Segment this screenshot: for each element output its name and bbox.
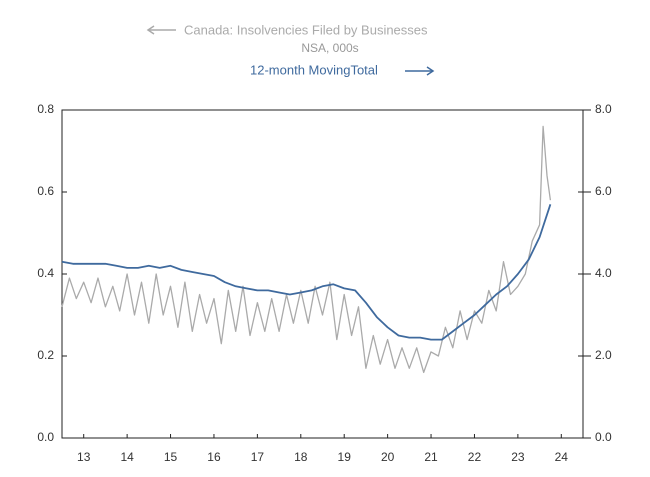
x-tick-label: 18 (294, 450, 308, 464)
x-tick-label: 16 (207, 450, 221, 464)
legend-arrow-head (146, 25, 155, 35)
y-tick-label: 0.8 (37, 102, 54, 116)
series-line (61, 125, 552, 374)
x-tick-label: 24 (555, 450, 569, 464)
chart-subtitle: NSA, 000s (301, 41, 358, 55)
plot-frame (61, 109, 584, 439)
x-tick-label: 20 (381, 450, 395, 464)
y-tick-label: 0.2 (37, 348, 54, 362)
legend-label: Canada: Insolvencies Filed by Businesses (184, 22, 428, 37)
x-tick-label: 23 (511, 450, 525, 464)
y2-tick-label: 4.0 (595, 266, 612, 280)
y2-tick-label: 0.0 (595, 430, 612, 444)
x-tick-label: 13 (77, 450, 91, 464)
y2-tick-label: 6.0 (595, 184, 612, 198)
legend-arrow-head (426, 66, 435, 76)
x-tick-label: 17 (251, 450, 265, 464)
x-tick-label: 22 (468, 450, 482, 464)
x-tick-label: 19 (338, 450, 352, 464)
x-tick-label: 15 (164, 450, 178, 464)
y-tick-label: 0.4 (37, 266, 54, 280)
y2-tick-label: 2.0 (595, 348, 612, 362)
x-tick-label: 21 (424, 450, 438, 464)
x-tick-label: 14 (120, 450, 134, 464)
legend-label: 12-month MovingTotal (250, 62, 378, 77)
y2-tick-label: 8.0 (595, 102, 612, 116)
y-tick-label: 0.6 (37, 184, 54, 198)
y-tick-label: 0.0 (37, 430, 54, 444)
series-line (61, 204, 552, 341)
